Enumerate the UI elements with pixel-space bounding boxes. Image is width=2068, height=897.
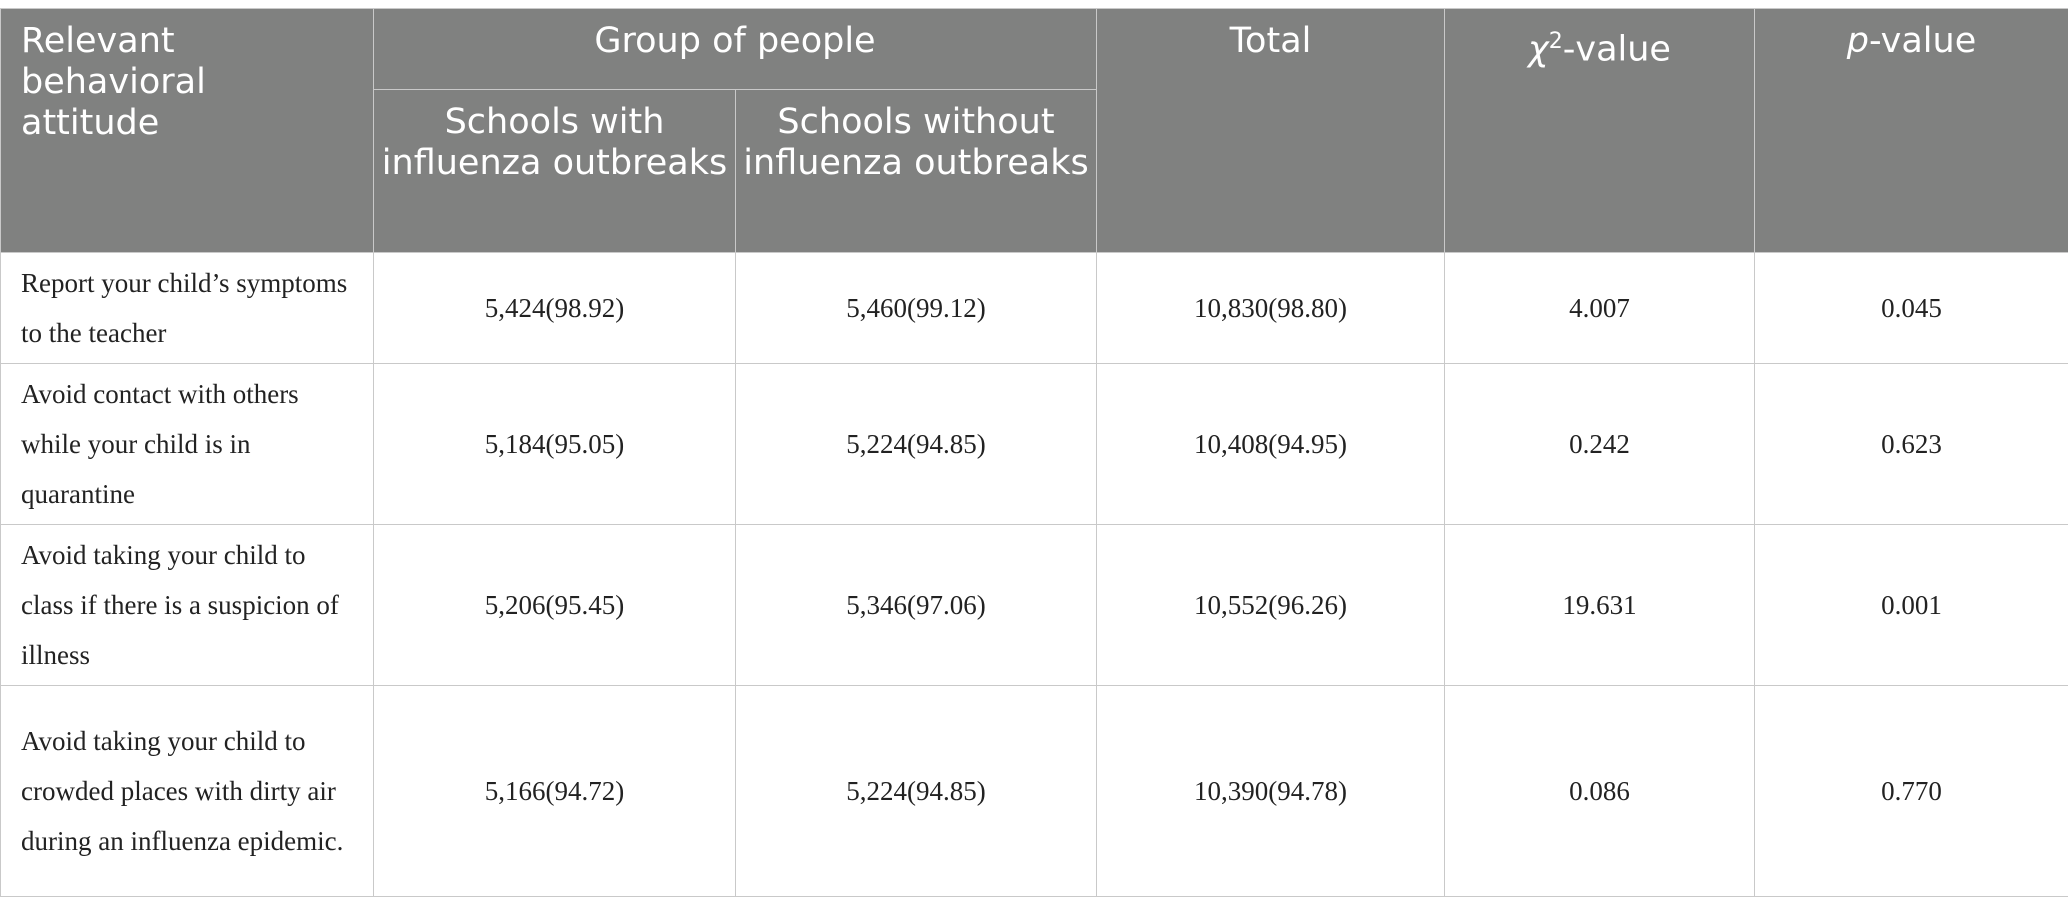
row-label: Avoid contact with others while your chi… [1, 364, 374, 525]
table-row: Avoid taking your child to crowded place… [1, 686, 2068, 897]
cell-with-outbreaks: 5,424(98.92) [374, 253, 736, 364]
cell-total: 10,408(94.95) [1097, 364, 1445, 525]
chi-superscript: 2 [1549, 29, 1563, 54]
cell-chi-square: 0.086 [1445, 686, 1755, 897]
row-label: Avoid taking your child to crowded place… [1, 686, 374, 897]
header-group-of-people: Group of people [374, 9, 1097, 90]
cell-chi-square: 0.242 [1445, 364, 1755, 525]
cell-without-outbreaks: 5,224(94.85) [736, 364, 1097, 525]
cell-p-value: 0.623 [1755, 364, 2068, 525]
cell-p-value: 0.770 [1755, 686, 2068, 897]
header-schools-without-outbreaks: Schools without influenza outbreaks [736, 90, 1097, 253]
table-row: Avoid taking your child to class if ther… [1, 525, 2068, 686]
p-suffix: -value [1869, 21, 1976, 61]
cell-p-value: 0.045 [1755, 253, 2068, 364]
table-header: Relevant behavioral attitude Group of pe… [1, 9, 2068, 253]
table-row: Avoid contact with others while your chi… [1, 364, 2068, 525]
header-total: Total [1097, 9, 1445, 253]
p-symbol: p [1847, 21, 1869, 61]
cell-without-outbreaks: 5,460(99.12) [736, 253, 1097, 364]
cell-total: 10,830(98.80) [1097, 253, 1445, 364]
results-table: Relevant behavioral attitude Group of pe… [0, 8, 2068, 897]
cell-without-outbreaks: 5,346(97.06) [736, 525, 1097, 686]
row-label: Report your child’s symptoms to the teac… [1, 253, 374, 364]
cell-without-outbreaks: 5,224(94.85) [736, 686, 1097, 897]
cell-p-value: 0.001 [1755, 525, 2068, 686]
header-behavioral-attitude: Relevant behavioral attitude [1, 9, 374, 253]
table-body: Report your child’s symptoms to the teac… [1, 253, 2068, 897]
cell-total: 10,552(96.26) [1097, 525, 1445, 686]
header-p-value: p-value [1755, 9, 2068, 253]
cell-with-outbreaks: 5,206(95.45) [374, 525, 736, 686]
table-row: Report your child’s symptoms to the teac… [1, 253, 2068, 364]
cell-with-outbreaks: 5,166(94.72) [374, 686, 736, 897]
cell-with-outbreaks: 5,184(95.05) [374, 364, 736, 525]
row-label: Avoid taking your child to class if ther… [1, 525, 374, 686]
chi-suffix: -value [1563, 30, 1671, 70]
cell-chi-square: 4.007 [1445, 253, 1755, 364]
chi-symbol: χ [1528, 30, 1549, 70]
header-chi-square-value: χ2-value [1445, 9, 1755, 253]
cell-chi-square: 19.631 [1445, 525, 1755, 686]
cell-total: 10,390(94.78) [1097, 686, 1445, 897]
header-schools-with-outbreaks: Schools with influenza outbreaks [374, 90, 736, 253]
